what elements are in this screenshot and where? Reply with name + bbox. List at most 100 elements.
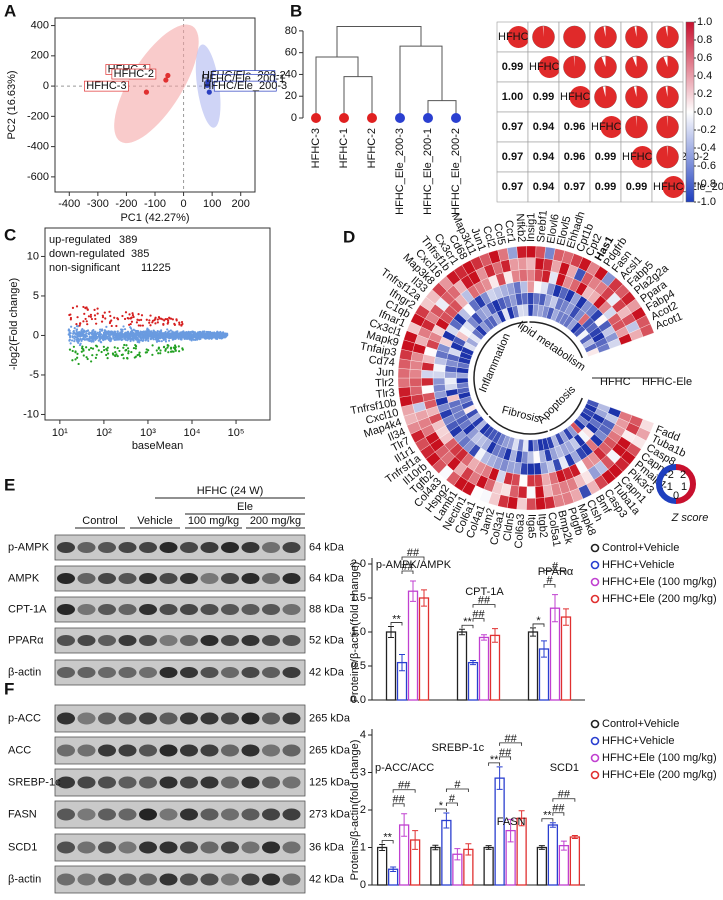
point-cloud — [95, 332, 98, 336]
blot-band — [221, 573, 239, 584]
point-cloud — [123, 343, 126, 347]
colorbar-label: -0.4 — [697, 142, 716, 154]
x-tick-label: 10³ — [140, 427, 156, 439]
point-cloud — [128, 313, 131, 316]
point-cloud — [160, 329, 163, 332]
legend-label: HFHC+Ele (100 mg/kg) — [602, 752, 717, 764]
group-arc — [473, 321, 528, 416]
y-tick-label: 2.0 — [351, 558, 366, 570]
cell — [558, 111, 591, 143]
point-cloud — [132, 339, 135, 342]
point-cloud — [86, 308, 89, 311]
cell — [496, 141, 529, 173]
point-cloud — [147, 339, 150, 343]
blot-band — [139, 744, 157, 757]
leaf — [339, 113, 349, 123]
point-cloud — [167, 331, 170, 334]
blot-band — [241, 841, 260, 854]
point-cloud — [144, 331, 147, 334]
point-cloud — [140, 318, 143, 322]
point-cloud — [79, 337, 82, 341]
blot-band — [57, 841, 75, 854]
pie — [625, 85, 648, 108]
blot-band — [200, 667, 219, 678]
point-cloud — [126, 347, 130, 350]
heatmap-cell — [534, 257, 545, 271]
point-cloud — [95, 353, 98, 356]
sig-label: * — [536, 615, 541, 627]
error-bar — [563, 608, 569, 626]
y-tick-label: 60 — [285, 47, 297, 59]
blot-band — [200, 635, 219, 646]
point-cloud — [144, 339, 147, 342]
point-cloud — [225, 335, 228, 338]
gene-label: Elovl6 — [545, 213, 562, 244]
pie-diag — [538, 56, 561, 78]
point-cloud — [108, 310, 111, 313]
sig-bracket — [401, 570, 414, 574]
point-cloud — [166, 343, 169, 347]
point-cloud — [99, 333, 102, 336]
legend-label: HFHC+Ele (200 mg/kg) — [602, 769, 717, 781]
point-cloud — [115, 353, 118, 356]
y-tick-label: 1.0 — [351, 626, 366, 638]
y-tick-label: 80 — [285, 25, 297, 37]
point-cloud — [110, 330, 114, 333]
point-cloud — [82, 348, 85, 351]
point-cloud — [181, 347, 184, 350]
blot-band — [98, 841, 116, 854]
point-cloud — [171, 336, 175, 339]
pie — [563, 56, 586, 78]
size-label: 273 kDa — [309, 808, 351, 820]
point-cloud — [154, 322, 157, 325]
blot-band — [180, 712, 198, 725]
point-cloud — [68, 339, 71, 342]
point-cloud — [210, 335, 213, 338]
point-cloud — [72, 329, 75, 333]
point-cloud — [145, 318, 148, 321]
bar — [527, 631, 539, 701]
blot-band — [282, 808, 301, 821]
point-cloud — [71, 359, 74, 362]
point-cloud — [207, 330, 210, 334]
bar — [489, 634, 501, 701]
point-cloud — [80, 339, 83, 342]
x-tick-label: -400 — [58, 198, 80, 210]
heatmap-cell — [526, 486, 536, 499]
blot-band — [262, 841, 280, 854]
cell — [496, 171, 529, 203]
blot-band — [98, 573, 116, 584]
sig-label: # — [454, 779, 461, 791]
blot-band — [221, 744, 239, 757]
point-cloud — [193, 333, 196, 336]
point-cloud — [107, 338, 111, 341]
point-cloud — [146, 328, 149, 331]
heatmap-cell — [397, 368, 411, 379]
size-label: 36 kDa — [309, 841, 345, 853]
point-cloud — [121, 314, 124, 318]
point-cloud — [157, 352, 160, 355]
colorbar-label: 1.0 — [697, 16, 712, 28]
sample-label: HFHC-Ele — [642, 376, 692, 388]
category-label: SREBP-1c — [432, 742, 485, 754]
sig-label: ## — [407, 547, 420, 559]
blot-band — [159, 841, 178, 854]
blot-band — [118, 573, 137, 584]
pie — [625, 26, 648, 48]
gene-label: Tlr2 — [375, 377, 394, 390]
point-cloud — [85, 346, 88, 349]
dendrogram-branch — [399, 45, 443, 118]
sig-label: ** — [463, 616, 472, 628]
point-cloud — [137, 338, 140, 342]
sig-bracket — [499, 756, 512, 760]
blot-band — [57, 776, 75, 789]
point-cloud — [93, 308, 96, 311]
point-cloud — [135, 321, 139, 324]
point-cloud — [70, 339, 74, 342]
point-cloud — [173, 333, 176, 336]
point-cloud — [72, 345, 75, 348]
point-cloud — [100, 320, 104, 323]
point-cloud — [90, 339, 93, 343]
panel-label: C — [4, 225, 16, 244]
category-label: p-AMPK/AMPK — [376, 559, 452, 571]
